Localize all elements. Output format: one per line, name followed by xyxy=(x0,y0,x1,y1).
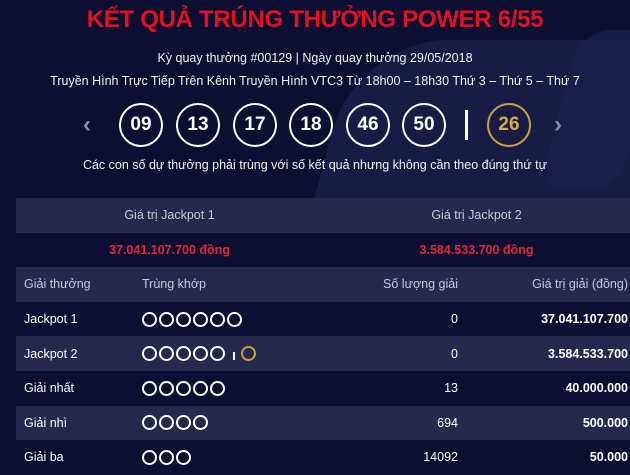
match-circle-icon xyxy=(193,346,208,362)
page-title: KẾT QUẢ TRÚNG THƯỞNG POWER 6/55 xyxy=(86,6,544,33)
prize-value: 37.041.107.700 xyxy=(541,312,628,327)
match-circle-icon xyxy=(210,380,225,396)
header-matches: Trùng khớp xyxy=(142,277,207,292)
match-circle-icon xyxy=(159,380,174,396)
prize-name: Giải ba xyxy=(24,450,64,465)
prize-value: 40.000.000 xyxy=(565,381,628,396)
winner-count: 0 xyxy=(451,312,458,327)
jackpot1-label: Giá trị Jackpot 1 xyxy=(124,208,215,223)
chevron-left-icon[interactable]: ‹ xyxy=(83,111,91,138)
header-value: Giá trị giải (đồng) xyxy=(532,277,628,292)
table-row: Jackpot 2 0 3.584.533.700 xyxy=(16,336,630,371)
match-circle-icon xyxy=(193,380,208,396)
match-pattern xyxy=(142,415,208,431)
jackpot2-value: 3.584.533.700 đồng xyxy=(419,242,534,257)
number-ball: 13 xyxy=(176,103,220,147)
match-pattern xyxy=(142,449,191,465)
match-pattern xyxy=(142,346,256,362)
prize-name: Giải nhì xyxy=(24,415,68,430)
table-row: Jackpot 1 0 37.041.107.700 xyxy=(16,301,630,337)
prize-value: 3.584.533.700 xyxy=(548,346,628,361)
match-circle-icon xyxy=(142,346,157,362)
match-circle-icon xyxy=(210,346,225,362)
table-header: Giải thưởng Trùng khớp Số lượng giải Giá… xyxy=(16,267,630,302)
draw-info: Kỳ quay thưởng #00129 | Ngày quay thưởng… xyxy=(157,51,473,65)
bonus-circle-icon xyxy=(240,346,256,362)
table-row: Giải nhì 694 500.000 xyxy=(16,405,630,441)
match-circle-icon xyxy=(176,311,191,327)
bonus-separator xyxy=(233,352,235,361)
winner-count: 0 xyxy=(451,346,458,361)
number-ball: 09 xyxy=(119,103,163,147)
rules-note: Các con số dự thưởng phải trùng với số k… xyxy=(82,158,548,172)
jackpot-value-row: 37.041.107.700 đồng 3.584.533.700 đồng xyxy=(16,232,630,268)
match-circle-icon xyxy=(210,311,225,327)
winner-count: 14092 xyxy=(423,450,458,465)
broadcast-info: Truyền Hình Trực Tiếp Trên Kênh Truyền H… xyxy=(50,74,580,88)
match-circle-icon xyxy=(159,415,174,431)
winner-count: 694 xyxy=(437,415,458,430)
match-circle-icon xyxy=(142,380,157,396)
match-circle-icon xyxy=(142,311,157,327)
match-circle-icon xyxy=(159,311,174,327)
jackpot2-label: Giá trị Jackpot 2 xyxy=(431,208,522,223)
match-pattern xyxy=(142,311,242,327)
prize-name: Giải nhất xyxy=(24,381,75,396)
match-circle-icon xyxy=(227,311,242,327)
number-ball: 50 xyxy=(402,103,446,147)
prize-name: Jackpot 1 xyxy=(24,312,78,327)
match-circle-icon xyxy=(176,415,191,431)
winning-numbers: ‹ 09 13 17 18 46 50 26 › xyxy=(0,103,630,147)
match-circle-icon xyxy=(159,449,174,465)
header-prize: Giải thưởng xyxy=(24,277,91,292)
winner-count: 13 xyxy=(444,381,458,396)
chevron-right-icon[interactable]: › xyxy=(554,111,562,138)
match-circle-icon xyxy=(193,415,208,431)
prize-value: 500.000 xyxy=(582,415,628,430)
match-pattern xyxy=(142,380,225,396)
match-circle-icon xyxy=(176,449,191,465)
jackpot1-value: 37.041.107.700 đồng xyxy=(109,242,230,257)
match-circle-icon xyxy=(193,311,208,327)
table-row: Giải nhất 13 40.000.000 xyxy=(16,370,630,406)
match-circle-icon xyxy=(142,415,157,431)
table-row: Giải ba 14092 50.000 xyxy=(16,440,630,475)
number-ball: 17 xyxy=(233,103,277,147)
prize-value: 50.000 xyxy=(589,450,628,465)
header-count: Số lượng giải xyxy=(383,277,458,292)
match-circle-icon xyxy=(176,380,191,396)
match-circle-icon xyxy=(176,346,191,362)
prize-name: Jackpot 2 xyxy=(24,346,78,361)
jackpot-header-row: Giá trị Jackpot 1 Giá trị Jackpot 2 xyxy=(16,198,630,233)
match-circle-icon xyxy=(142,449,157,465)
match-circle-icon xyxy=(159,346,174,362)
bonus-ball: 26 xyxy=(487,103,531,147)
results-table: Giá trị Jackpot 1 Giá trị Jackpot 2 37.0… xyxy=(16,198,630,475)
number-ball: 46 xyxy=(346,103,390,147)
bonus-divider xyxy=(465,110,468,140)
number-ball: 18 xyxy=(289,103,333,147)
